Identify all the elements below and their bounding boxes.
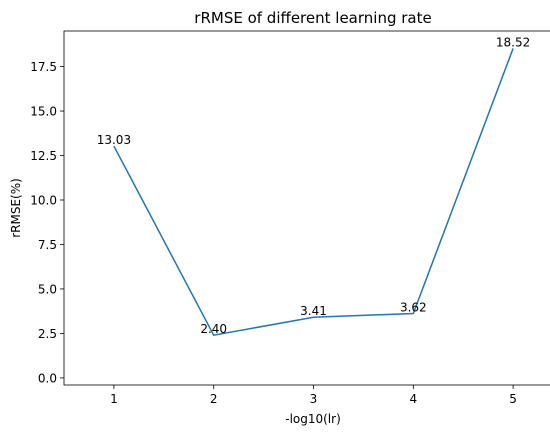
x-tick-label: 3 xyxy=(310,392,318,406)
y-tick-label: 15.0 xyxy=(30,105,57,119)
y-tick-label: 12.5 xyxy=(30,149,57,163)
x-axis: 1 2 3 4 5 xyxy=(110,385,517,406)
y-tick-label: 0.0 xyxy=(38,371,57,385)
data-label: 18.52 xyxy=(496,35,530,49)
y-tick-label: 10.0 xyxy=(30,193,57,207)
data-label: 13.03 xyxy=(97,133,131,147)
data-label: 2.40 xyxy=(200,322,227,336)
series-line xyxy=(113,48,514,337)
x-tick-label: 1 xyxy=(110,392,118,406)
data-labels: 13.03 2.40 3.41 3.62 18.52 xyxy=(97,35,531,336)
x-tick-label: 4 xyxy=(409,392,417,406)
y-tick-label: 2.5 xyxy=(38,327,57,341)
data-label: 3.62 xyxy=(400,300,427,314)
x-axis-label: -log10(lr) xyxy=(285,412,341,426)
data-label: 3.41 xyxy=(300,304,327,318)
y-tick-label: 5.0 xyxy=(38,282,57,296)
x-tick-label: 5 xyxy=(509,392,517,406)
y-tick-label: 7.5 xyxy=(38,238,57,252)
chart-title: rRMSE of different learning rate xyxy=(194,9,431,27)
x-tick-label: 2 xyxy=(210,392,218,406)
y-tick-label: 17.5 xyxy=(30,60,57,74)
plot-area xyxy=(63,30,550,386)
y-axis-label: rRMSE(%) xyxy=(9,178,23,238)
y-axis: 0.0 2.5 5.0 7.5 10.0 12.5 15.0 17.5 xyxy=(30,60,64,385)
